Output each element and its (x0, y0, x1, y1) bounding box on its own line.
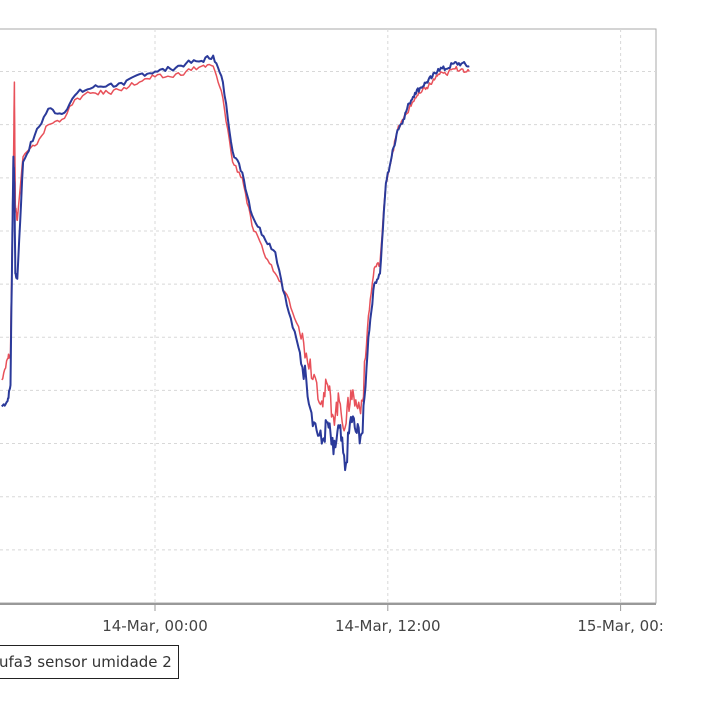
legend-label: ufa3 sensor umidade 2 (0, 653, 172, 671)
grid (0, 28, 657, 604)
x-tick-label: 14-Mar, 12:00 (335, 617, 441, 635)
legend: ufa3 sensor umidade 2 (0, 645, 179, 679)
series-layer (1, 54, 470, 472)
x-tick-label: 15-Mar, 00: (577, 617, 663, 635)
series-red-line (1, 63, 470, 432)
x-tick-label: 14-Mar, 00:00 (102, 617, 208, 635)
axes: 14-Mar, 00:00 14-Mar, 12:00 15-Mar, 00: (0, 603, 664, 635)
plot-area (0, 28, 657, 604)
series-blue-line (1, 54, 470, 472)
